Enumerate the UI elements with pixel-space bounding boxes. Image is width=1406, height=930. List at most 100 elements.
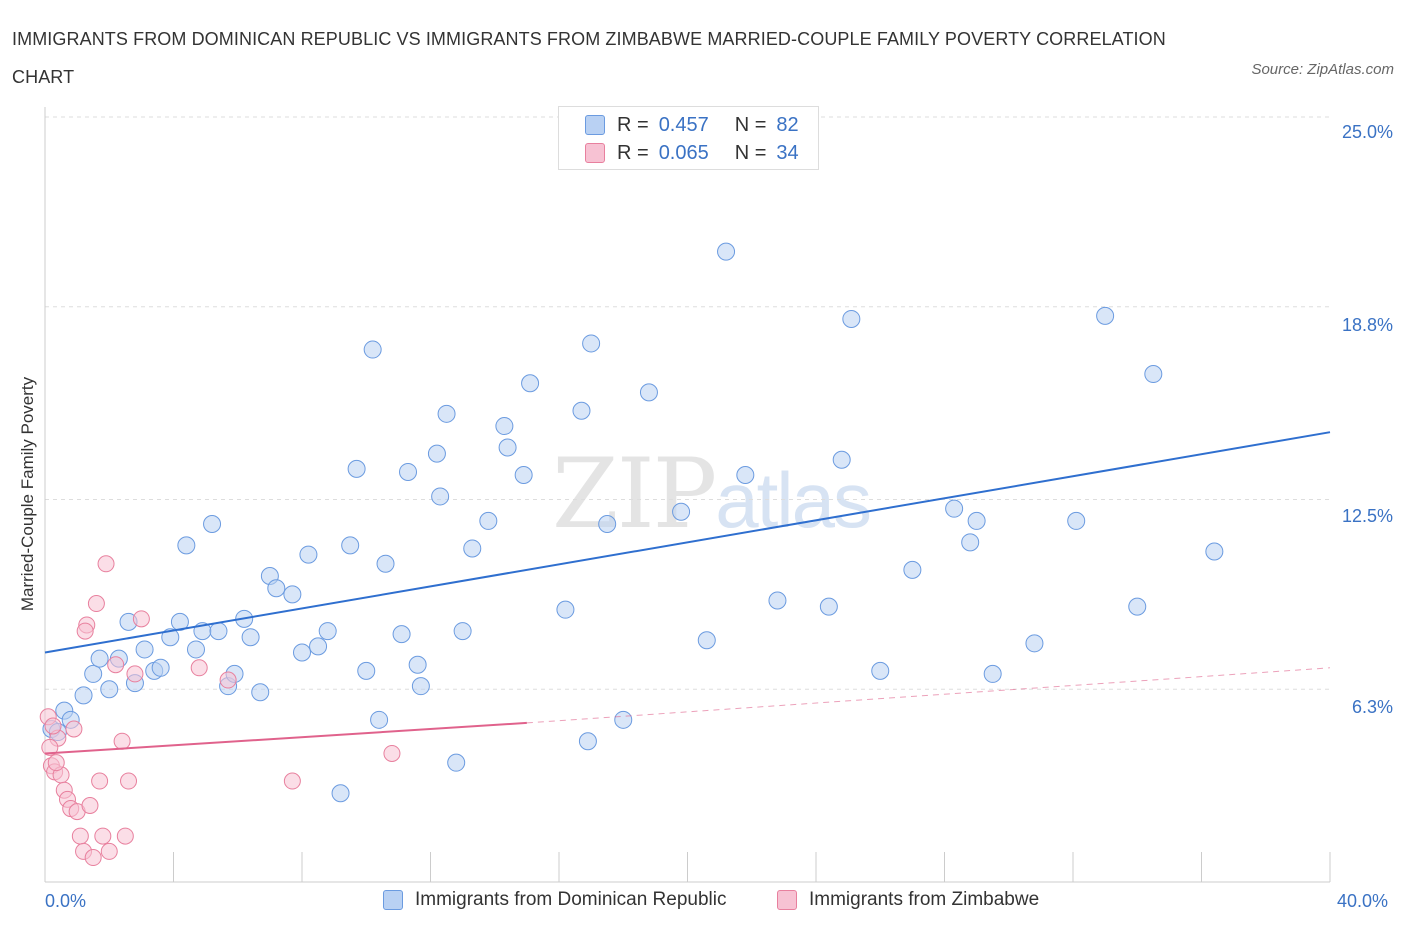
data-point-dominican [556, 600, 575, 619]
y-tick-label: 18.8% [1341, 315, 1393, 335]
data-point-zimbabwe [81, 797, 99, 814]
pink-swatch [585, 143, 605, 163]
data-point-dominican [431, 487, 450, 506]
data-point-zimbabwe [190, 659, 208, 677]
data-point-dominican [370, 710, 389, 729]
data-point-zimbabwe [113, 732, 131, 750]
data-point-dominican [186, 640, 205, 659]
data-point-dominican [639, 383, 658, 402]
blue-swatch [383, 890, 403, 910]
data-point-dominican [267, 579, 286, 598]
data-point-dominican [961, 533, 980, 552]
data-point-dominican [1025, 634, 1044, 653]
data-point-zimbabwe [84, 849, 102, 867]
data-point-zimbabwe [97, 555, 115, 573]
data-point-zimbabwe [283, 772, 301, 790]
blue-swatch [585, 115, 605, 135]
data-point-zimbabwe [94, 827, 112, 845]
data-point-dominican [203, 514, 222, 533]
y-tick-label: 12.5% [1341, 506, 1393, 526]
data-point-dominican [408, 655, 427, 674]
data-point-dominican [177, 536, 196, 555]
data-point-zimbabwe [76, 622, 94, 640]
legend-item-dominican: Immigrants from Dominican Republic [383, 889, 727, 911]
legend-item-zimbabwe: Immigrants from Zimbabwe [777, 889, 1039, 911]
data-point-dominican [251, 683, 270, 702]
data-point-zimbabwe [100, 842, 118, 860]
data-point-dominican [521, 374, 540, 393]
trendline-zimbabwe [44, 721, 527, 755]
data-point-dominican [479, 511, 498, 530]
data-point-dominican [768, 591, 787, 610]
r-label: R = [617, 113, 649, 136]
data-point-dominican [376, 554, 395, 573]
data-point-dominican [363, 340, 382, 359]
series-legend: Immigrants from Dominican Republic Immig… [0, 889, 1406, 915]
legend-label: Immigrants from Zimbabwe [809, 889, 1040, 910]
data-point-dominican [842, 309, 861, 328]
data-point-dominican [495, 417, 514, 436]
data-point-dominican [614, 710, 633, 729]
x-tick-label: 40.0% [1337, 891, 1389, 911]
data-point-dominican [598, 514, 617, 533]
data-point-dominican [411, 677, 430, 696]
chart-title: IMMIGRANTS FROM DOMINICAN REPUBLIC VS IM… [12, 29, 1166, 87]
n-label: N = [734, 141, 767, 164]
data-point-dominican [819, 597, 838, 616]
data-point-zimbabwe [107, 656, 125, 674]
data-point-dominican [1096, 306, 1115, 325]
x-tick-label: 0.0% [45, 891, 87, 911]
data-point-dominican [463, 539, 482, 558]
data-point-dominican [299, 545, 318, 564]
data-point-dominican [437, 404, 456, 423]
data-point-dominican [983, 664, 1002, 683]
data-point-dominican [697, 631, 716, 650]
data-point-dominican [514, 466, 533, 485]
data-point-dominican [1144, 365, 1163, 384]
data-point-dominican [347, 459, 366, 478]
data-point-dominican [832, 450, 851, 469]
legend-row-pink: R = 0.065 N = 34 [585, 141, 799, 165]
data-point-dominican [331, 784, 350, 803]
data-point-dominican [427, 444, 446, 463]
data-point-zimbabwe [87, 595, 105, 613]
legend-label: Immigrants from Dominican Republic [415, 889, 727, 910]
data-point-dominican [392, 625, 411, 644]
y-tick-label: 6.3% [1351, 697, 1393, 717]
data-point-dominican [1205, 542, 1224, 561]
data-point-dominican [357, 661, 376, 680]
legend-row-blue: R = 0.457 N = 82 [585, 113, 799, 137]
data-point-zimbabwe [47, 754, 65, 772]
data-point-zimbabwe [126, 665, 144, 683]
trendline-dominican [44, 431, 1331, 654]
data-point-dominican [582, 334, 601, 353]
data-point-dominican [572, 401, 591, 420]
data-point-dominican [341, 536, 360, 555]
data-point-dominican [498, 438, 517, 457]
data-point-dominican [399, 462, 418, 481]
data-point-dominican [161, 628, 180, 647]
data-point-dominican [672, 502, 691, 521]
data-point-dominican [967, 511, 986, 530]
data-point-dominican [100, 680, 119, 699]
data-point-dominican [209, 622, 228, 641]
data-point-dominican [135, 640, 154, 659]
source-label: Source: ZipAtlas.com [1251, 61, 1394, 78]
n-value: 82 [776, 113, 799, 136]
data-point-dominican [241, 628, 260, 647]
data-point-dominican [283, 585, 302, 604]
n-value: 34 [776, 141, 799, 164]
y-axis-label: Married-Couple Family Poverty [18, 376, 37, 612]
data-point-zimbabwe [116, 827, 134, 845]
data-point-dominican [903, 560, 922, 579]
data-point-zimbabwe [219, 671, 237, 689]
data-point-zimbabwe [65, 720, 83, 738]
data-point-zimbabwe [71, 827, 89, 845]
data-point-zimbabwe [41, 738, 59, 756]
data-point-dominican [1067, 511, 1086, 530]
data-point-zimbabwe [383, 744, 401, 762]
data-point-dominican [736, 466, 755, 485]
data-point-dominican [170, 612, 189, 631]
pink-swatch [777, 890, 797, 910]
data-point-dominican [1128, 597, 1147, 616]
